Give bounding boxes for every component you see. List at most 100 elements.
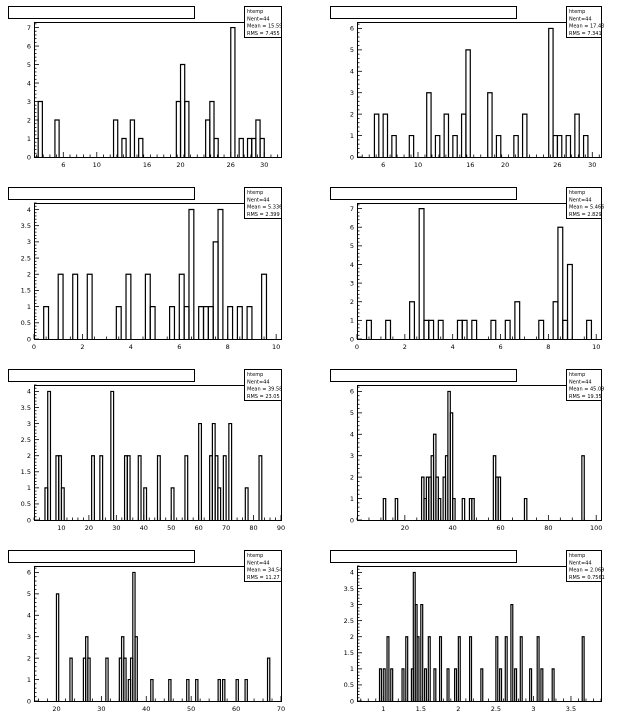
histogram-bar xyxy=(54,119,60,157)
histogram-bar xyxy=(258,455,263,520)
histogram-bar xyxy=(121,137,127,157)
histogram-bar xyxy=(123,657,127,701)
y-tick-label: 2 xyxy=(27,654,31,662)
plot-frame xyxy=(357,203,602,340)
x-tick-label: 10 xyxy=(272,343,280,351)
y-tick-label: 1 xyxy=(27,135,31,143)
histogram-bar xyxy=(443,113,450,157)
histogram-bar xyxy=(149,306,156,339)
histogram-bar xyxy=(513,134,519,157)
histogram-bar xyxy=(227,306,234,339)
histogram-bar xyxy=(230,26,236,157)
histogram-bar xyxy=(401,668,405,701)
histogram-bar xyxy=(446,668,450,701)
histogram-bar xyxy=(184,100,190,157)
y-tick-label: 0 xyxy=(27,335,31,343)
histogram-bar xyxy=(137,455,142,520)
y-tick-label: 4 xyxy=(350,569,354,577)
histogram-bar xyxy=(405,636,409,701)
histogram-bar xyxy=(471,319,478,339)
histogram-bar xyxy=(586,319,593,339)
y-tick-label: 3 xyxy=(27,98,31,106)
histogram-bar xyxy=(449,412,454,520)
histogram-bar xyxy=(409,301,416,339)
y-tick-label: 4 xyxy=(350,68,354,76)
histogram-bar xyxy=(495,134,502,157)
y-tick-label: 2 xyxy=(350,473,354,481)
histogram-bar xyxy=(552,134,559,157)
histogram-bar xyxy=(266,657,271,701)
x-tick-label: 60 xyxy=(496,524,504,532)
histogram-bar xyxy=(378,668,382,701)
y-tick-label: 3.5 xyxy=(344,585,354,593)
stats-box xyxy=(566,187,602,219)
histogram-bar xyxy=(244,487,249,520)
histogram-bar xyxy=(126,455,131,520)
stats-box xyxy=(566,369,602,401)
stats-rms: RMS = 7.341 xyxy=(569,31,602,37)
stats-rms: RMS = 23.05 xyxy=(247,394,280,400)
y-tick-label: 1 xyxy=(27,303,31,311)
histogram-bar xyxy=(519,636,523,701)
x-tick-label: 16 xyxy=(466,161,474,169)
histogram-bar xyxy=(456,319,463,339)
histogram-bar xyxy=(168,678,172,701)
histogram-bar xyxy=(452,497,456,520)
y-tick-label: 0 xyxy=(350,153,354,161)
histogram-bar xyxy=(246,306,253,339)
histogram-bar xyxy=(574,113,580,157)
x-tick-label: 20 xyxy=(501,161,509,169)
histogram-bar xyxy=(514,668,518,701)
histogram-bar xyxy=(504,636,508,701)
histogram-bar xyxy=(581,636,585,701)
x-tick-label: 0 xyxy=(32,343,36,351)
histogram-bar xyxy=(238,137,244,157)
y-tick-label: 0.5 xyxy=(21,500,31,508)
plot-frame xyxy=(357,385,602,521)
stats-mean: Mean = 15.59 xyxy=(247,24,282,30)
y-tick-label: 1.5 xyxy=(344,649,354,657)
histogram-bar xyxy=(529,668,533,701)
histogram-bar xyxy=(222,678,226,701)
y-tick-label: 3 xyxy=(350,452,354,460)
histogram-bar xyxy=(91,455,95,520)
x-tick-label: 1.5 xyxy=(416,705,426,713)
x-tick-label: 6 xyxy=(381,161,385,169)
x-tick-label: 0 xyxy=(355,343,359,351)
x-tick-label: 40 xyxy=(140,524,148,532)
x-tick-label: 40 xyxy=(449,524,457,532)
histogram-bar xyxy=(183,306,190,339)
plot-frame xyxy=(34,22,282,158)
y-tick-label: 5 xyxy=(27,61,31,69)
histogram-bar xyxy=(105,657,109,701)
histogram-bar xyxy=(115,306,122,339)
stats-name: htemp xyxy=(247,9,263,15)
histogram-pad: 10 20 30 40 50 60 70 80 90 0 0.5 1 1.5 2 2.5 3 3.5 4 htemp… xyxy=(8,369,285,532)
histogram-bar xyxy=(87,657,91,701)
y-tick-label: 2 xyxy=(350,633,354,641)
stats-name: htemp xyxy=(247,372,263,378)
histogram-bar xyxy=(69,657,73,701)
x-tick-label: 20 xyxy=(85,524,93,532)
histogram-bar xyxy=(246,137,253,157)
histogram-bar xyxy=(217,678,221,701)
y-tick-label: 0 xyxy=(350,335,354,343)
x-tick-label: 26 xyxy=(227,161,235,169)
stats-entries: Nent=44 xyxy=(569,16,592,22)
y-tick-label: 0 xyxy=(27,697,31,705)
x-tick-label: 80 xyxy=(544,524,552,532)
histogram-bar xyxy=(487,92,493,157)
stats-mean: Mean = 17.43 xyxy=(569,24,604,30)
histogram-bar xyxy=(57,273,64,339)
x-tick-label: 2 xyxy=(80,343,84,351)
stats-rms: RMS = 19.35 xyxy=(569,394,602,400)
histogram-bar xyxy=(134,636,138,701)
x-tick-label: 80 xyxy=(249,524,257,532)
x-tick-label: 2 xyxy=(456,705,460,713)
y-tick-label: 0.5 xyxy=(21,319,31,327)
x-tick-label: 10 xyxy=(93,161,101,169)
y-tick-label: 6 xyxy=(350,224,354,232)
y-tick-label: 4 xyxy=(350,431,354,439)
stats-box xyxy=(566,6,602,38)
